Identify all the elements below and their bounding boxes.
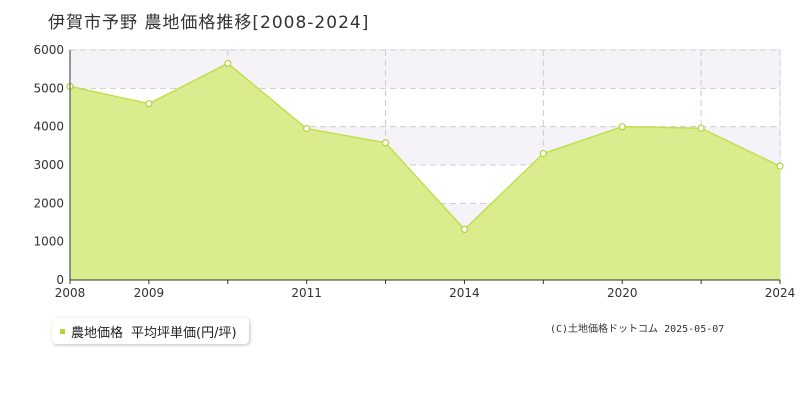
y-tick-label: 1000 (33, 235, 64, 249)
y-tick-label: 3000 (33, 158, 64, 172)
y-tick-label: 5000 (33, 81, 64, 95)
copyright-text: (C)土地価格ドットコム 2025-05-07 (550, 324, 725, 335)
legend-series-label: 農地価格 (71, 325, 124, 341)
data-point (303, 124, 311, 133)
chart-title: 伊賀市予野 農地価格推移[2008-2024] (48, 13, 370, 33)
y-tick-label: 6000 (33, 43, 64, 57)
chart-area: 0 1000 2000 3000 4000 5000 6000 2008 2009 2011 201… (33, 43, 796, 300)
x-tick-label: 2009 (134, 286, 165, 300)
data-point (145, 100, 153, 108)
legend-unit-label: 平均坪単価(円/坪) (131, 325, 237, 341)
legend-swatch (60, 328, 65, 334)
data-point (697, 124, 705, 132)
series-line (69, 62, 781, 231)
series-area (70, 63, 780, 280)
data-point (618, 123, 626, 131)
data-point (381, 139, 390, 147)
grid-band (70, 50, 780, 89)
data-point (460, 225, 469, 233)
data-point (776, 162, 784, 170)
x-tick-label: 2011 (291, 286, 322, 300)
y-tick-label: 4000 (33, 120, 64, 134)
x-tick-label: 2020 (607, 286, 638, 300)
data-point (539, 149, 547, 158)
legend: 農地価格 平均坪単価(円/坪) (52, 318, 249, 344)
x-tick-label: 2014 (449, 286, 480, 300)
x-tick-label: 2008 (55, 286, 86, 300)
y-tick-label: 0 (56, 273, 64, 287)
data-point (224, 59, 232, 68)
x-tick-label: 2024 (765, 286, 796, 300)
y-tick-label: 2000 (33, 196, 64, 210)
